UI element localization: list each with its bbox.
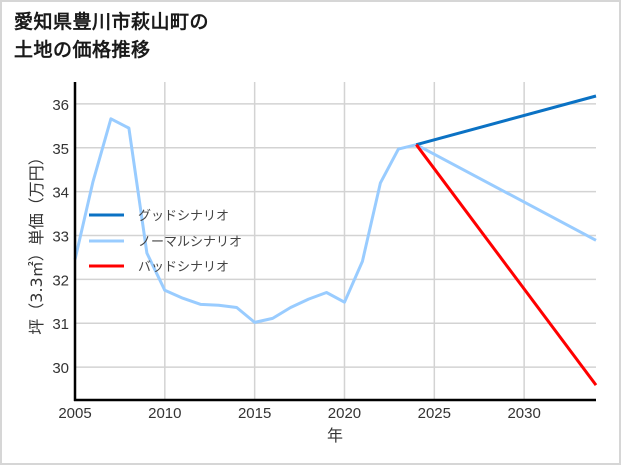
legend-item: バッドシナリオ [89, 260, 229, 275]
gridlines [75, 82, 596, 400]
legend-item: ノーマルシナリオ [89, 235, 242, 250]
chart-title-line1: 愛知県豊川市萩山町の [14, 11, 210, 33]
y-tick-label: 35 [52, 141, 69, 158]
legend-label: ノーマルシナリオ [138, 235, 242, 250]
tick-labels: 30 31 32 33 34 35 36 2005 2010 2015 2020 2025 2030 [52, 97, 541, 422]
y-tick-label: 31 [52, 316, 69, 333]
y-tick-label: 36 [52, 97, 69, 114]
x-tick-label: 2030 [507, 405, 540, 422]
x-tick-label: 2010 [148, 405, 181, 422]
y-tick-label: 34 [52, 185, 69, 202]
series-line-2 [415, 143, 598, 386]
data-series [73, 94, 598, 386]
series-line-0 [415, 94, 597, 147]
x-tick-label: 2020 [328, 405, 361, 422]
legend-item: グッドシナリオ [89, 209, 229, 224]
y-tick-label: 33 [52, 229, 69, 246]
x-axis-label: 年 [327, 426, 343, 445]
series-line-1 [73, 117, 597, 324]
chart-title: 愛知県豊川市萩山町の 土地の価格推移 [14, 8, 209, 64]
y-axis-label: 坪（3.3㎡）単価（万円） [27, 149, 46, 334]
x-tick-label: 2005 [58, 405, 91, 422]
chart-title-line2: 土地の価格推移 [14, 39, 151, 61]
axes [73, 82, 596, 402]
y-tick-label: 32 [52, 272, 69, 289]
y-tick-label: 30 [52, 360, 69, 377]
x-tick-label: 2025 [418, 405, 451, 422]
legend-label: グッドシナリオ [138, 209, 229, 224]
legend-label: バッドシナリオ [138, 260, 229, 275]
x-tick-label: 2015 [238, 405, 271, 422]
